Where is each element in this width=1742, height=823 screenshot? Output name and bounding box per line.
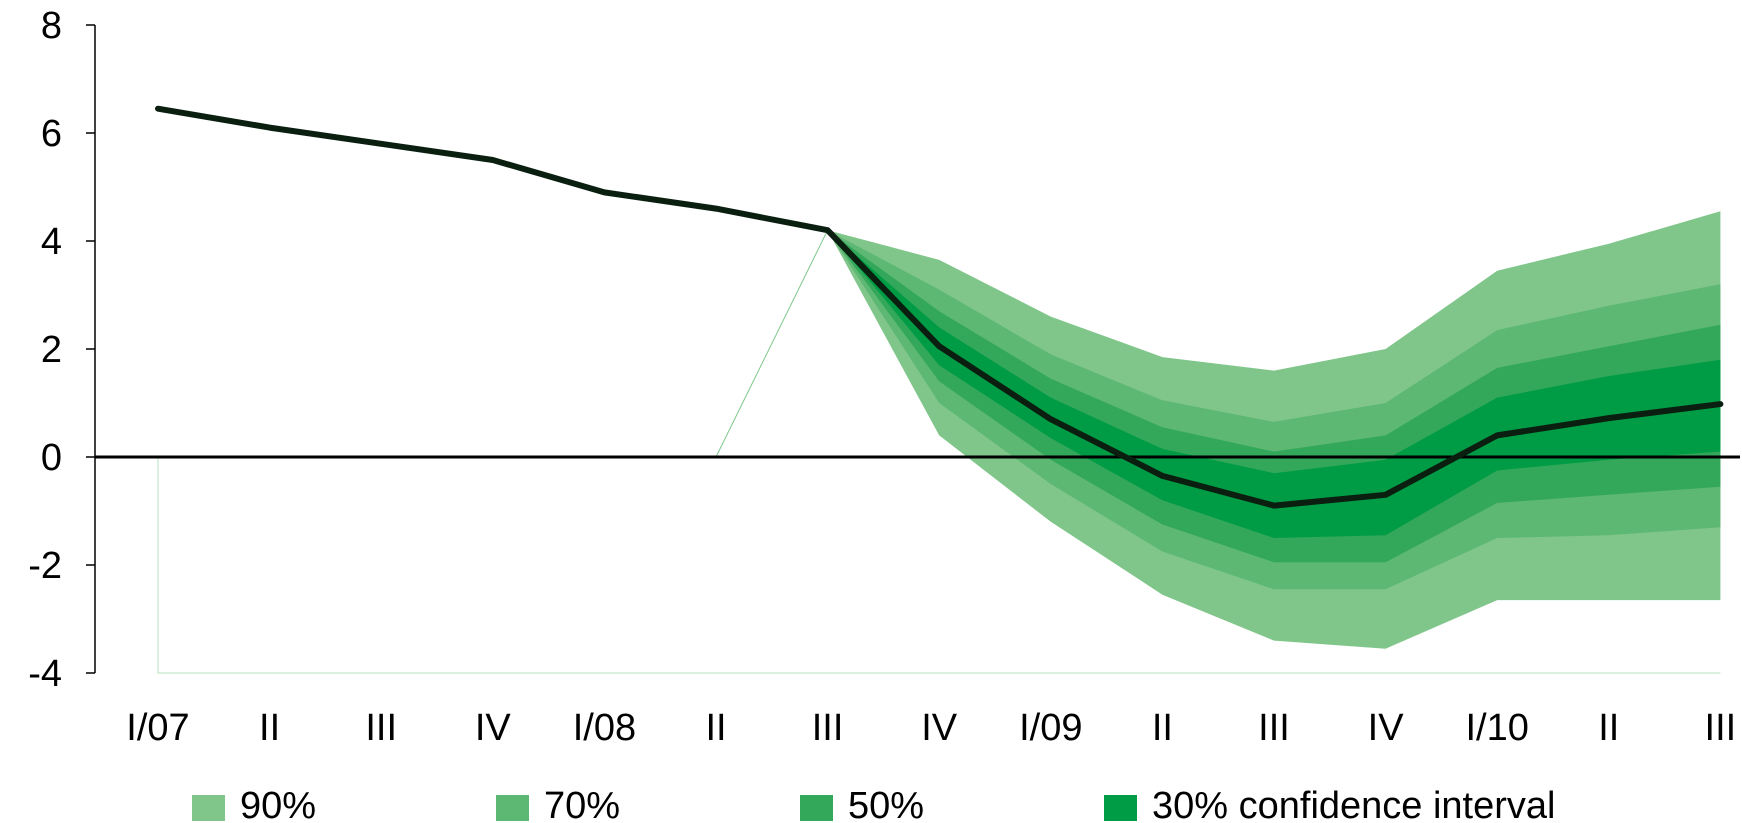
x-tick-label: III	[365, 707, 397, 749]
guide-frame	[157, 457, 1721, 674]
x-tick-label: III	[1258, 707, 1290, 749]
x-tick-label: IV	[475, 707, 512, 749]
forecast-line-path	[155, 105, 1724, 509]
x-axis: I/07 II III IV I/08 II III IV I/09 II III IV I/10 II I…	[126, 707, 1736, 749]
x-tick-label: III	[812, 707, 844, 749]
y-tick-label: -2	[28, 545, 62, 587]
legend-item: 30% confidence interval	[1104, 785, 1555, 823]
legend-swatch	[1104, 795, 1137, 821]
x-tick-label: II	[705, 707, 726, 749]
legend-label: 70%	[544, 785, 620, 823]
legend-item: 50%	[800, 785, 924, 823]
legend-label: 50%	[848, 785, 924, 823]
y-tick-label: 6	[41, 113, 62, 155]
x-tick-label: I/09	[1019, 707, 1082, 749]
legend: 90% 70% 50% 30% confidence interval	[192, 785, 1555, 823]
band-30pct	[827, 230, 1721, 538]
forecast-line	[155, 105, 1724, 509]
x-tick-label: I/07	[126, 707, 189, 749]
y-tick-label: -4	[28, 653, 62, 695]
confidence-bands	[157, 211, 1721, 674]
x-tick-label: III	[1705, 707, 1737, 749]
legend-swatch	[192, 795, 225, 821]
guide-line	[715, 229, 829, 458]
y-tick-label: 8	[41, 5, 62, 47]
y-axis: 8 6 4 2 0 -2 -4	[28, 5, 96, 695]
x-tick-label: IV	[1368, 707, 1405, 749]
legend-label: 90%	[240, 785, 316, 823]
x-tick-label: II	[1598, 707, 1619, 749]
x-tick-label: I/10	[1466, 707, 1529, 749]
y-tick-label: 0	[41, 437, 62, 479]
y-tick-label: 2	[41, 329, 62, 371]
band-50pct	[827, 230, 1721, 563]
legend-swatch	[800, 795, 833, 821]
y-tick-label: 4	[41, 221, 62, 263]
x-tick-label: II	[1152, 707, 1173, 749]
legend-label: 30% confidence interval	[1152, 785, 1555, 823]
x-tick-label: IV	[921, 707, 958, 749]
x-tick-label: II	[259, 707, 280, 749]
legend-item: 70%	[496, 785, 620, 823]
legend-swatch	[496, 795, 529, 821]
legend-item: 90%	[192, 785, 316, 823]
x-tick-label: I/08	[573, 707, 636, 749]
